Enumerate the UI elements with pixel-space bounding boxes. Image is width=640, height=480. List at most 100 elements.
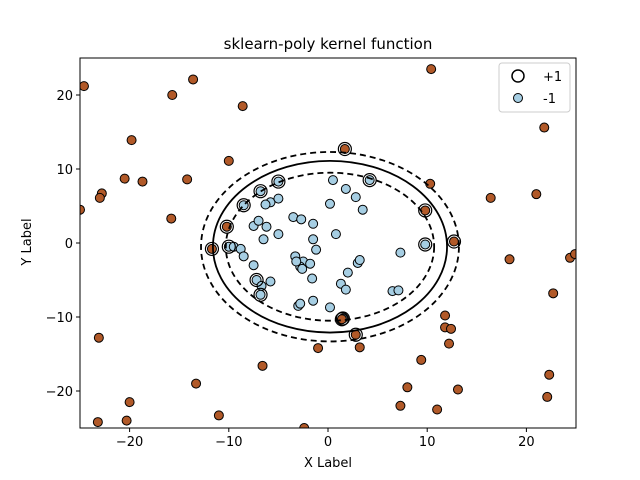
data-point-class-b [542, 391, 553, 402]
data-point-class-b [137, 176, 148, 187]
data-point-class-a [330, 229, 341, 240]
data-point-class-a [305, 258, 316, 269]
data-point-class-a [248, 260, 259, 271]
data-point-class-b [402, 382, 413, 393]
data-point-class-a [238, 251, 249, 262]
data-point-class-b [446, 323, 457, 334]
data-point-class-b [416, 354, 427, 365]
data-point-class-b [119, 173, 130, 184]
support-vector-ring [362, 173, 377, 188]
support-vector-ring [204, 241, 220, 257]
data-point-class-b [206, 243, 217, 254]
data-point-class-b [452, 384, 463, 395]
data-point-class-b [237, 101, 248, 112]
data-point-class-a [291, 256, 302, 267]
data-point-class-b [191, 378, 202, 389]
data-point-class-a [255, 289, 266, 300]
data-point-class-a [420, 239, 431, 250]
plot-frame [79, 57, 577, 429]
plot-content [80, 64, 576, 428]
data-point-class-b [548, 288, 559, 299]
support-vector-ring [221, 239, 236, 254]
data-point-class-a [350, 192, 361, 203]
data-point-class-a [261, 221, 272, 232]
data-point-class-a [395, 247, 406, 258]
data-point-class-b [121, 415, 132, 426]
data-point-class-a [295, 298, 306, 309]
support-vector-ring [236, 198, 251, 213]
support-vector-ring [337, 141, 352, 157]
data-point-class-b [531, 189, 542, 200]
data-point-class-b [257, 360, 268, 371]
data-point-class-a [273, 229, 284, 240]
data-point-class-a [324, 198, 335, 209]
support-vector-ring [348, 327, 363, 342]
data-point-class-a [307, 273, 318, 284]
data-point-class-b [80, 204, 85, 215]
support-vector-ring [335, 311, 350, 326]
data-point-class-b [420, 205, 431, 216]
data-point-class-b [299, 423, 310, 428]
data-point-class-a [253, 215, 264, 226]
x-axis-label: X Label [304, 456, 352, 471]
y-tick-label: −10 [46, 311, 73, 326]
data-point-class-b [182, 174, 193, 185]
data-point-class-b [440, 310, 451, 321]
legend-marker-filled [513, 93, 523, 103]
data-point-class-b [354, 342, 365, 353]
data-point-class-a [357, 204, 368, 215]
y-tick-label: 10 [56, 163, 73, 178]
data-point-class-b [188, 74, 199, 85]
data-point-class-a [260, 199, 271, 210]
data-point-class-a [342, 267, 353, 278]
decision-boundary [212, 159, 448, 334]
data-point-class-a [393, 285, 404, 296]
y-tick-label: −20 [46, 385, 73, 400]
support-vector-ring [253, 184, 268, 199]
data-point-class-a [297, 263, 308, 274]
data-point-class-b [92, 417, 103, 428]
data-point-class-b [444, 338, 455, 349]
data-point-class-a [327, 175, 338, 186]
data-point-class-a [340, 183, 351, 194]
data-point-class-a [354, 255, 365, 266]
y-tick-label: 20 [56, 89, 73, 104]
data-point-class-b [544, 369, 555, 380]
support-vector-ring [249, 272, 264, 288]
data-point-class-b [167, 90, 178, 100]
data-point-class-b [94, 192, 105, 203]
y-axis-label: Y Label [20, 218, 35, 266]
x-tick-label: −10 [215, 435, 242, 450]
data-point-class-a [308, 234, 319, 245]
data-point-class-a [258, 234, 269, 245]
legend-label-0: +1 [543, 70, 562, 85]
legend: +1 -1 [498, 62, 571, 113]
data-point-class-b [124, 397, 135, 408]
data-point-class-b [504, 254, 515, 265]
margin-boundary [224, 171, 436, 322]
data-point-class-b [570, 249, 576, 260]
legend-marker-open [511, 69, 525, 83]
data-point-class-b [213, 410, 224, 421]
data-point-class-b [223, 155, 234, 166]
data-point-class-b [339, 144, 350, 155]
data-point-class-b [93, 332, 104, 343]
data-point-class-a [340, 284, 351, 295]
legend-label-1: -1 [543, 92, 556, 107]
support-vector-ring [418, 237, 433, 252]
data-point-class-b [426, 64, 437, 75]
data-point-class-b [539, 122, 550, 133]
data-point-class-a [255, 186, 266, 197]
margin-boundary [200, 151, 460, 343]
x-tick-label: 20 [518, 435, 535, 450]
data-point-class-b [221, 221, 232, 232]
data-point-class-b [126, 135, 137, 146]
data-point-class-a [324, 302, 335, 313]
chart-title: sklearn-poly kernel function [224, 35, 433, 53]
axis-ticks: −20 −10 0 10 20 −20 −10 0 10 20 [46, 89, 535, 450]
data-point-class-a [296, 214, 307, 225]
data-point-class-b [448, 236, 459, 247]
x-tick-label: 0 [324, 435, 332, 450]
data-point-class-a [311, 244, 322, 255]
